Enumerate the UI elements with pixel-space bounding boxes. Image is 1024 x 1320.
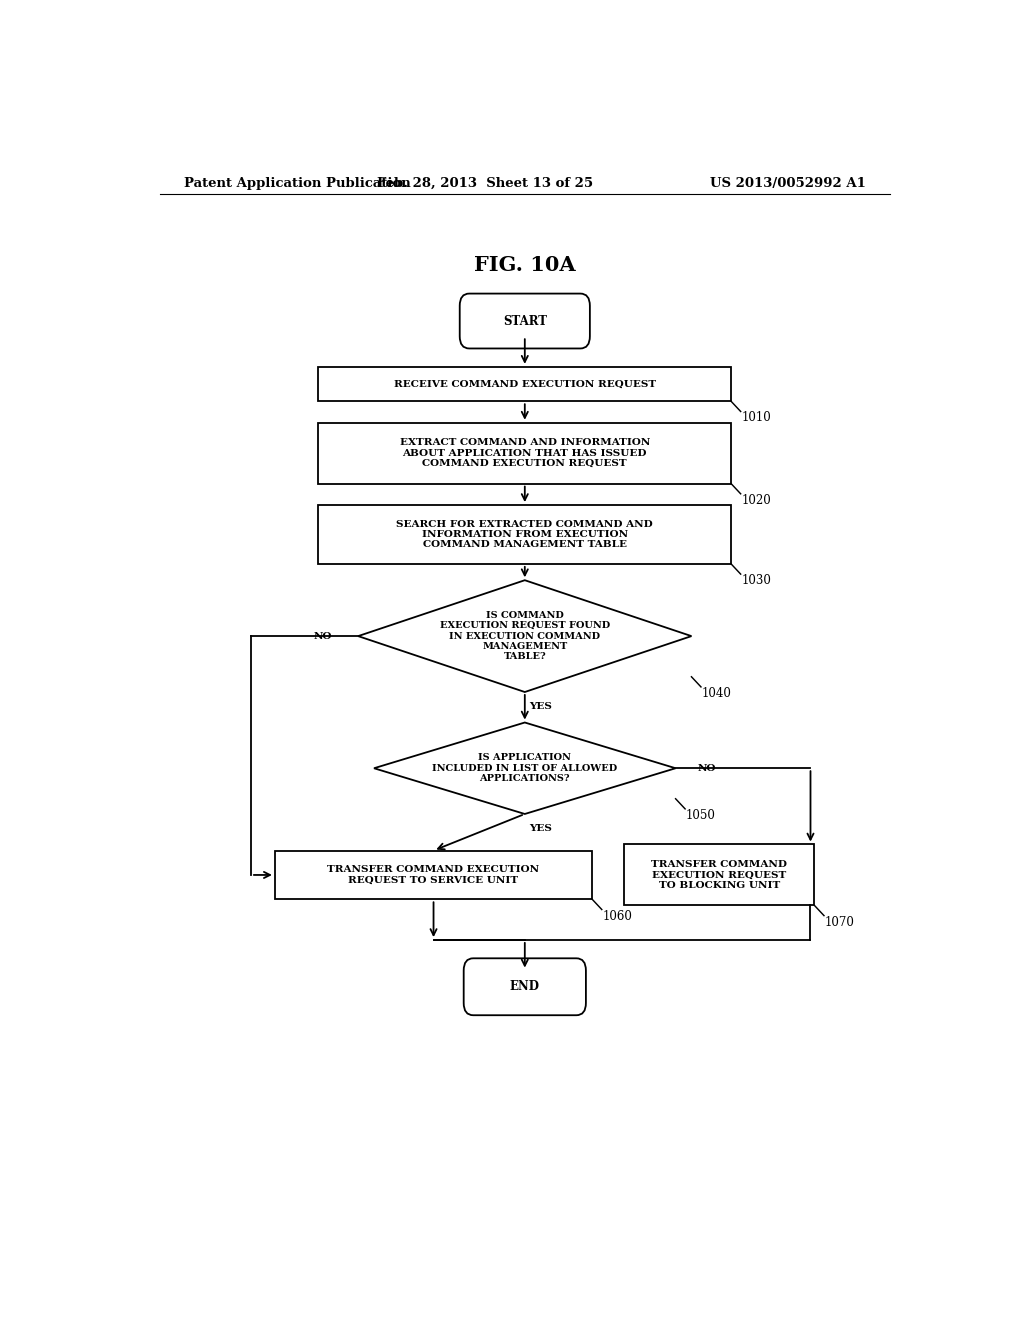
- Text: IS APPLICATION
INCLUDED IN LIST OF ALLOWED
APPLICATIONS?: IS APPLICATION INCLUDED IN LIST OF ALLOW…: [432, 754, 617, 783]
- Text: TRANSFER COMMAND
EXECUTION REQUEST
TO BLOCKING UNIT: TRANSFER COMMAND EXECUTION REQUEST TO BL…: [651, 861, 787, 890]
- FancyBboxPatch shape: [318, 506, 731, 564]
- FancyBboxPatch shape: [274, 850, 592, 899]
- Text: US 2013/0052992 A1: US 2013/0052992 A1: [711, 177, 866, 190]
- Text: YES: YES: [529, 702, 552, 710]
- FancyBboxPatch shape: [318, 422, 731, 483]
- Polygon shape: [358, 581, 691, 692]
- Text: SEARCH FOR EXTRACTED COMMAND AND
INFORMATION FROM EXECUTION
COMMAND MANAGEMENT T: SEARCH FOR EXTRACTED COMMAND AND INFORMA…: [396, 520, 653, 549]
- Text: NO: NO: [698, 764, 717, 772]
- Text: TRANSFER COMMAND EXECUTION
REQUEST TO SERVICE UNIT: TRANSFER COMMAND EXECUTION REQUEST TO SE…: [328, 866, 540, 884]
- Text: YES: YES: [529, 824, 552, 833]
- Text: 1040: 1040: [701, 686, 731, 700]
- Text: IS COMMAND
EXECUTION REQUEST FOUND
IN EXECUTION COMMAND
MANAGEMENT
TABLE?: IS COMMAND EXECUTION REQUEST FOUND IN EX…: [439, 611, 610, 661]
- Text: 1050: 1050: [686, 809, 716, 822]
- Text: Patent Application Publication: Patent Application Publication: [183, 177, 411, 190]
- FancyBboxPatch shape: [460, 293, 590, 348]
- Text: 1010: 1010: [741, 412, 771, 425]
- FancyBboxPatch shape: [624, 845, 814, 906]
- Text: NO: NO: [313, 631, 332, 640]
- Text: RECEIVE COMMAND EXECUTION REQUEST: RECEIVE COMMAND EXECUTION REQUEST: [394, 380, 655, 388]
- FancyBboxPatch shape: [464, 958, 586, 1015]
- FancyBboxPatch shape: [318, 367, 731, 401]
- Text: EXTRACT COMMAND AND INFORMATION
ABOUT APPLICATION THAT HAS ISSUED
COMMAND EXECUT: EXTRACT COMMAND AND INFORMATION ABOUT AP…: [399, 438, 650, 469]
- Text: Feb. 28, 2013  Sheet 13 of 25: Feb. 28, 2013 Sheet 13 of 25: [377, 177, 593, 190]
- Text: END: END: [510, 981, 540, 993]
- Text: 1030: 1030: [741, 574, 771, 587]
- Text: START: START: [503, 314, 547, 327]
- Text: 1020: 1020: [741, 494, 771, 507]
- Text: FIG. 10A: FIG. 10A: [474, 255, 575, 275]
- Text: 1060: 1060: [602, 909, 633, 923]
- Polygon shape: [374, 722, 676, 814]
- Text: 1070: 1070: [824, 916, 855, 928]
